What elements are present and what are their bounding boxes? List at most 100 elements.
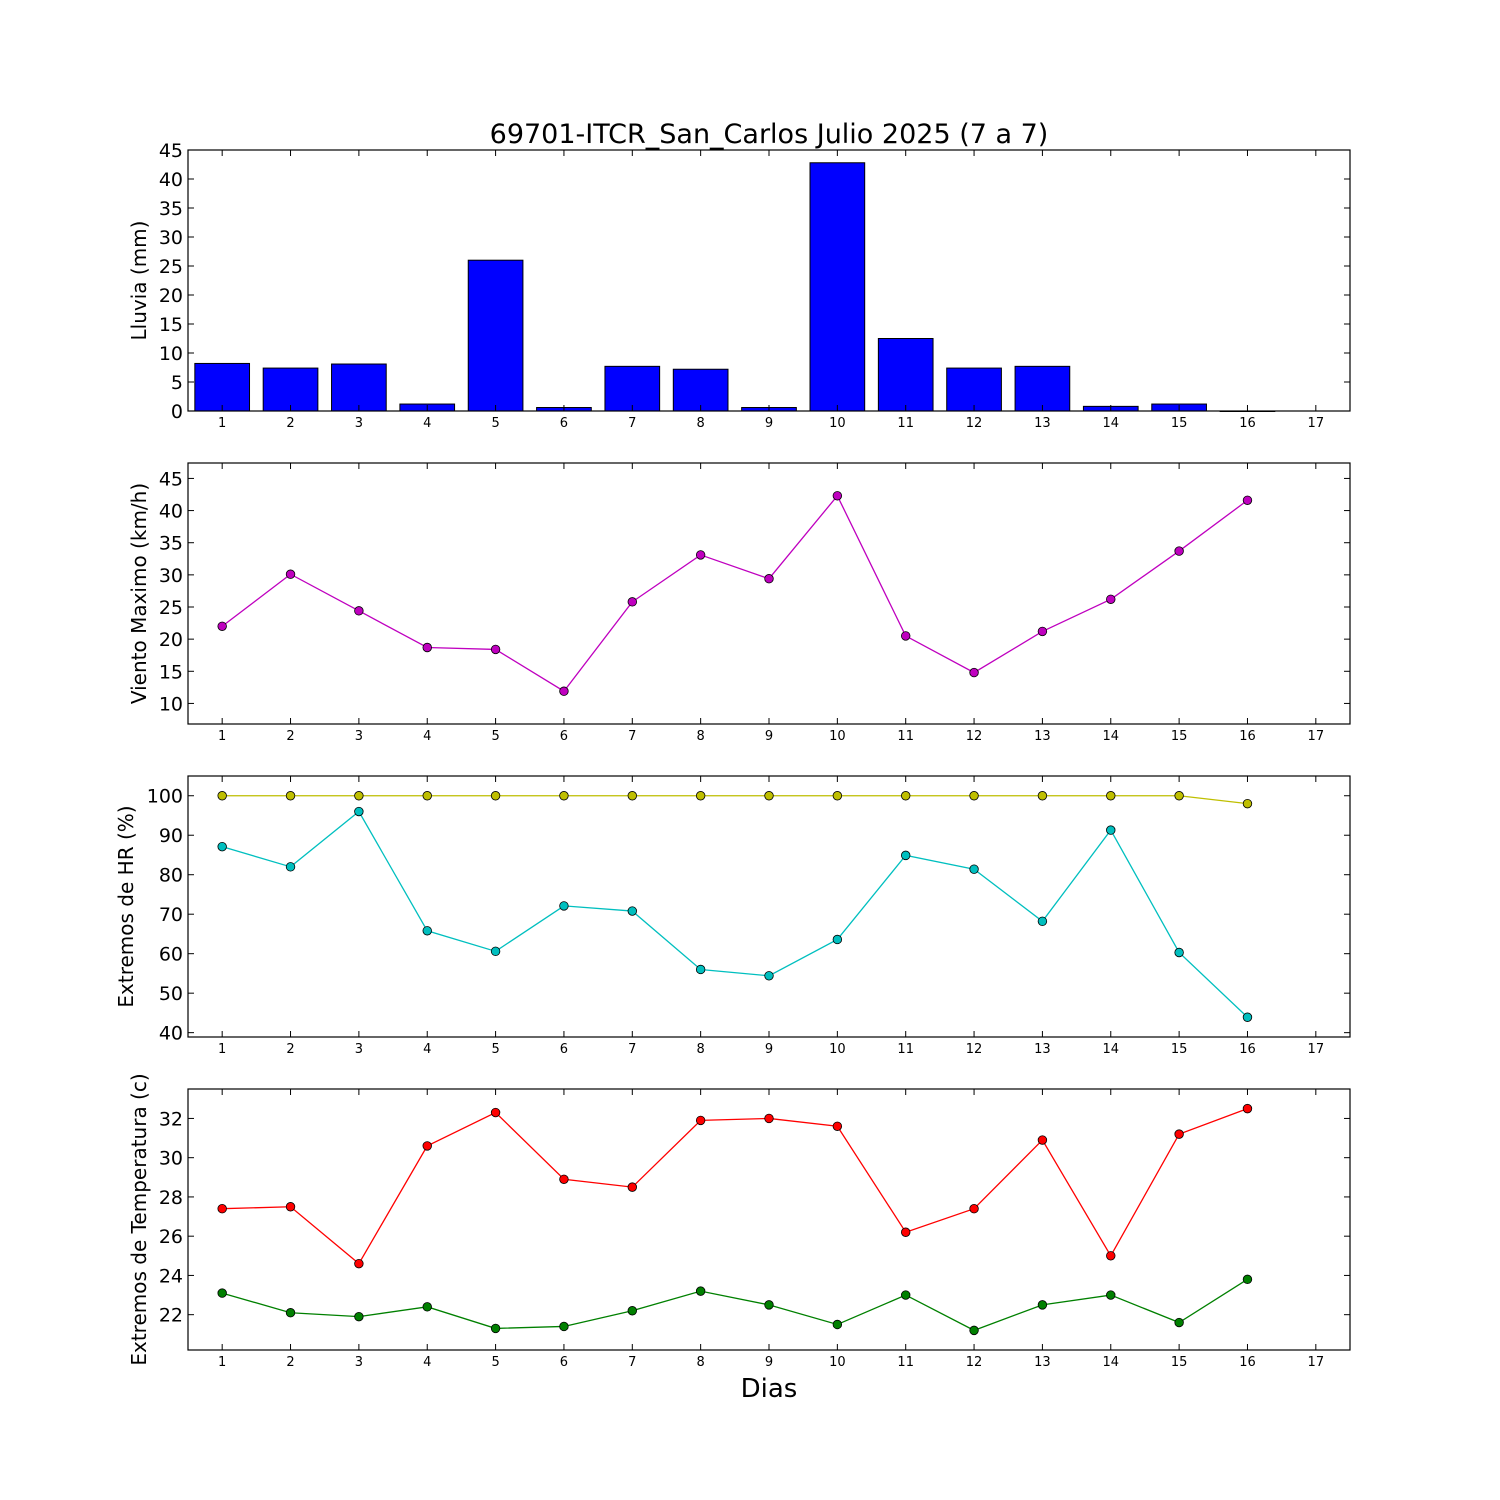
bar-rain-day-5 [467,259,524,412]
point-temperature-series-1-day-11 [901,1227,911,1237]
x-tick-label-humidity: 11 [897,1042,914,1057]
chart-title: 69701-ITCR_San_Carlos Julio 2025 (7 a 7) [490,119,1049,150]
x-tick-label-wind: 13 [1034,729,1051,744]
point-temperature-series-1-day-13 [1037,1135,1048,1145]
bar-rain-day-7 [604,365,661,412]
point-humidity-series-1-day-14 [1106,791,1116,801]
line-humidity-series-1 [222,795,1248,805]
x-tick-label-wind: 6 [560,729,568,744]
y-axis-title-temperature: Extremos de Temperatura (c) [127,1073,151,1365]
subplot-humidity: 1 2 3 4 5 6 7 8 9 10 11 12 13 14 15 16 17405060708090100… [114,775,1351,1057]
x-tick-label-rain: 7 [628,416,636,431]
y-tick-label-rain: 5 [171,372,183,394]
x-tick-label-temperature: 9 [765,1355,773,1370]
point-humidity-series-2-day-9 [764,971,774,981]
y-tick-label-temperature: 28 [159,1187,183,1209]
x-tick-label-rain: 11 [897,416,914,431]
point-temperature-series-1-day-16 [1242,1103,1253,1114]
y-tick-label-humidity: 40 [159,1023,183,1045]
subplot-rain: 1 2 3 4 5 6 7 8 9 10 11 12 13 14 15 16 17051015202530354… [127,140,1351,431]
x-tick-label-wind: 9 [765,729,773,744]
x-tick-label-wind: 15 [1171,729,1188,744]
x-tick-label-rain: 13 [1034,416,1051,431]
y-tick-label-humidity: 70 [159,904,183,926]
point-wind-series-1-day-16 [1242,495,1253,505]
point-humidity-series-1-day-16 [1242,798,1253,809]
x-tick-label-rain: 14 [1102,416,1119,431]
y-axis-title-humidity: Extremos de HR (%) [114,805,138,1007]
point-temperature-series-2-day-11 [901,1290,911,1300]
point-temperature-series-1-day-15 [1174,1129,1184,1139]
point-wind-series-1-day-7 [627,597,637,607]
point-temperature-series-1-day-5 [490,1107,501,1118]
y-tick-label-temperature: 22 [159,1305,183,1327]
x-tick-label-temperature: 11 [897,1355,914,1370]
x-tick-label-rain: 17 [1308,416,1325,431]
axes-frame-wind [187,462,1351,725]
point-wind-series-1-day-3 [354,606,364,616]
bar-rain-day-10 [809,162,866,412]
y-tick-label-temperature: 26 [159,1226,183,1248]
point-temperature-series-2-day-8 [695,1286,706,1296]
x-tick-label-temperature: 13 [1034,1355,1051,1370]
y-tick-label-wind: 15 [159,661,183,683]
x-tick-label-temperature: 1 [218,1355,226,1370]
x-tick-label-temperature: 2 [286,1355,294,1370]
x-tick-label-rain: 5 [491,416,499,431]
bar-rain-day-11 [877,338,934,412]
point-temperature-series-1-day-2 [285,1202,296,1212]
point-temperature-series-2-day-10 [832,1319,843,1330]
x-tick-label-wind: 2 [286,729,294,744]
x-tick-label-rain: 6 [560,416,568,431]
point-humidity-series-1-day-15 [1174,791,1184,801]
point-temperature-series-2-day-6 [559,1321,569,1332]
x-tick-label-humidity: 8 [697,1042,705,1057]
point-wind-series-1-day-10 [832,491,843,501]
x-tick-label-rain: 12 [966,416,983,431]
point-temperature-series-2-day-9 [764,1300,774,1310]
x-tick-label-humidity: 1 [218,1042,226,1057]
x-tick-label-humidity: 6 [560,1042,568,1057]
x-tick-label-temperature: 3 [355,1355,363,1370]
point-humidity-series-2-day-3 [354,806,364,817]
point-temperature-series-2-day-14 [1106,1290,1116,1300]
x-tick-label-humidity: 13 [1034,1042,1051,1057]
y-tick-label-temperature: 24 [159,1265,183,1287]
x-tick-label-humidity: 12 [966,1042,983,1057]
point-humidity-series-1-day-4 [422,791,432,801]
axes-frame-temperature [187,1088,1351,1351]
x-tick-label-humidity: 15 [1171,1042,1188,1057]
x-tick-label-rain: 2 [286,416,294,431]
point-humidity-series-2-day-16 [1242,1012,1253,1022]
point-humidity-series-1-day-3 [354,791,364,801]
point-temperature-series-1-day-9 [764,1113,774,1124]
point-wind-series-1-day-8 [695,550,706,560]
point-temperature-series-1-day-14 [1106,1251,1116,1261]
x-tick-label-temperature: 16 [1239,1355,1256,1370]
x-tick-label-rain: 8 [697,416,705,431]
point-wind-series-1-day-6 [559,686,569,696]
y-tick-label-rain: 15 [159,314,183,336]
point-humidity-series-1-day-13 [1037,791,1048,801]
point-temperature-series-2-day-7 [627,1306,637,1316]
point-temperature-series-1-day-3 [354,1258,364,1269]
point-humidity-series-2-day-10 [832,934,843,945]
point-humidity-series-2-day-11 [901,850,911,861]
x-tick-label-wind: 12 [966,729,983,744]
point-humidity-series-2-day-2 [285,862,296,872]
point-humidity-series-2-day-4 [422,926,432,936]
x-tick-label-temperature: 5 [491,1355,499,1370]
bar-rain-day-3 [331,363,387,412]
x-tick-label-rain: 3 [355,416,363,431]
point-humidity-series-1-day-5 [490,791,501,801]
bar-rain-day-13 [1014,365,1071,412]
point-humidity-series-2-day-14 [1106,825,1116,835]
point-wind-series-1-day-9 [764,574,774,584]
point-humidity-series-2-day-8 [695,964,706,975]
y-tick-label-humidity: 100 [147,786,183,808]
point-humidity-series-1-day-6 [559,791,569,801]
x-tick-label-humidity: 4 [423,1042,431,1057]
point-humidity-series-1-day-9 [764,791,774,801]
